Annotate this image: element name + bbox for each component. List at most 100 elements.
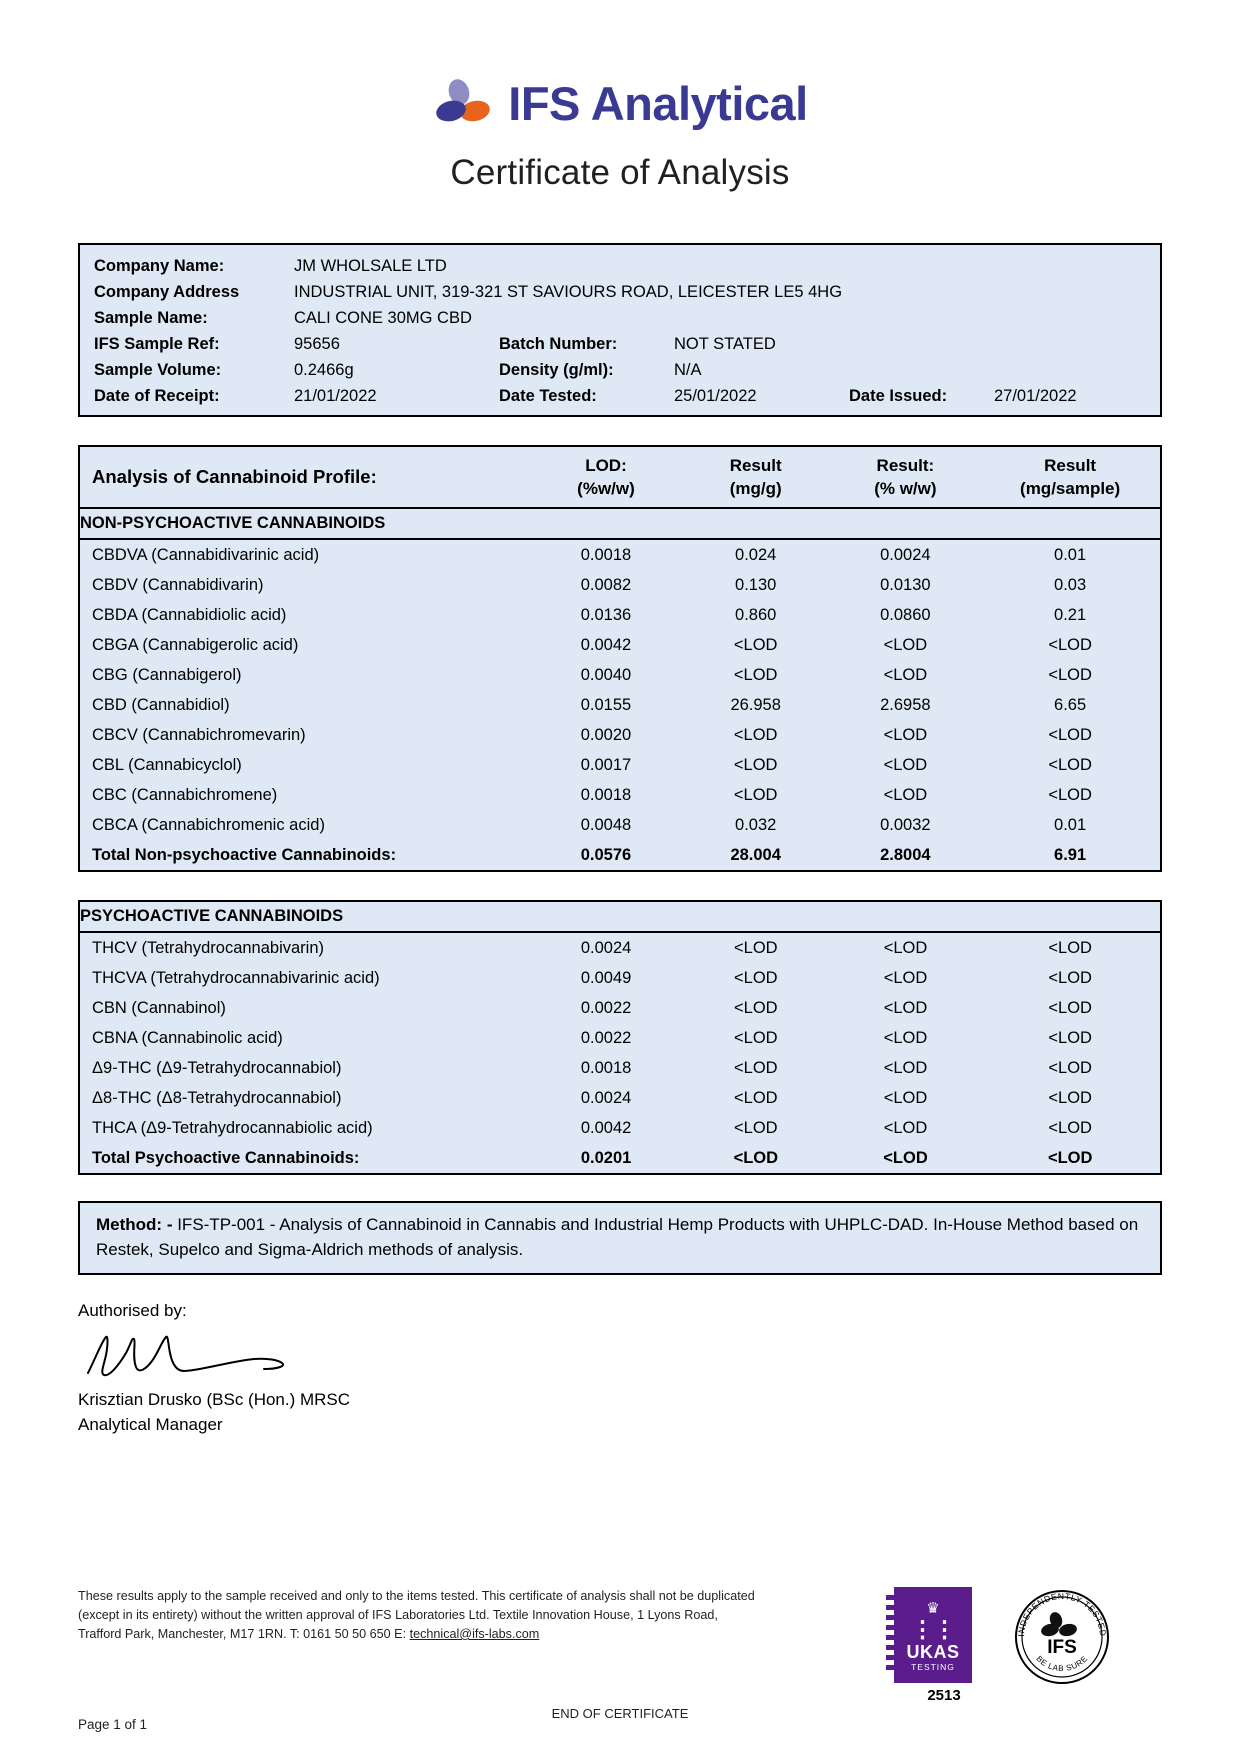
- table-row: CBG (Cannabigerol) 0.0040 <LOD <LOD <LOD: [80, 660, 1160, 690]
- psychoactive-results-block: PSYCHOACTIVE CANNABINOIDS THCV (Tetrahyd…: [78, 900, 1162, 1175]
- info-row-sample-volume: Sample Volume: 0.2466g Density (g/ml): N…: [80, 357, 1160, 383]
- crown-icon: ♛: [926, 1599, 940, 1617]
- date-issued-value: 27/01/2022: [994, 387, 1077, 405]
- total-label: Total Non-psychoactive Cannabinoids:: [92, 846, 397, 864]
- psychoactive-section-spacer-1: [531, 902, 681, 933]
- analyte-name: CBL (Cannabicyclol): [92, 756, 242, 774]
- column-header-pctww-line2: (% w/w): [874, 479, 937, 498]
- analyte-name: THCV (Tetrahydrocannabivarin): [92, 939, 325, 957]
- authorisation-block: Authorised by: Krisztian Drusko (BSc (Ho…: [78, 1301, 1162, 1437]
- company-name-value: JM WHOLSALE LTD: [294, 257, 447, 275]
- table-row: CBL (Cannabicyclol) 0.0017 <LOD <LOD <LOD: [80, 750, 1160, 780]
- analyte-mgsample: 0.01: [1054, 546, 1087, 564]
- info-row-company-name: Company Name: JM WHOLSALE LTD: [80, 253, 1160, 279]
- analyte-mgsample: <LOD: [1048, 1059, 1092, 1077]
- analyte-mgg: <LOD: [734, 999, 778, 1017]
- table-row: CBD (Cannabidiol) 0.0155 26.958 2.6958 6.65: [80, 690, 1160, 720]
- analyte-name: CBCV (Cannabichromevarin): [92, 726, 306, 744]
- ps-total-pctww: <LOD: [883, 1149, 928, 1167]
- analyte-lod: 0.0024: [580, 1089, 632, 1107]
- column-header-mgg: Result (mg/g): [680, 447, 831, 509]
- analyte-pctww: <LOD: [883, 1029, 928, 1047]
- analyte-mgsample: 6.65: [1054, 696, 1087, 714]
- ps-total-mgg: <LOD: [733, 1149, 779, 1167]
- analyte-mgsample: <LOD: [1048, 1089, 1092, 1107]
- analyte-lod: 0.0022: [580, 1029, 632, 1047]
- results-table-title: Analysis of Cannabinoid Profile:: [80, 447, 532, 509]
- column-header-pctww-line1: Result:: [876, 456, 935, 475]
- analyte-pctww: 0.0130: [880, 576, 931, 594]
- analyte-lod: 0.0018: [580, 1059, 632, 1077]
- analyte-lod: 0.0018: [580, 786, 632, 804]
- column-header-mgsample-line1: Result: [1044, 456, 1097, 475]
- analyte-mgsample: <LOD: [1048, 969, 1092, 987]
- signatory-role: Analytical Manager: [78, 1415, 223, 1434]
- column-header-pctww: Result: (% w/w): [830, 447, 981, 509]
- analyte-lod: 0.0042: [580, 636, 632, 654]
- psychoactive-section-label: PSYCHOACTIVE CANNABINOIDS: [80, 902, 532, 933]
- analyte-mgg: 0.032: [735, 816, 777, 834]
- analyte-mgsample: <LOD: [1048, 666, 1092, 684]
- date-tested-label: Date Tested:: [499, 387, 597, 405]
- analyte-pctww: <LOD: [883, 1089, 928, 1107]
- disclaimer-line-3-text: Trafford Park, Manchester, M17 1RN. T: 0…: [78, 1627, 410, 1641]
- authorised-by-label: Authorised by:: [78, 1301, 187, 1320]
- disclaimer-line-3: Trafford Park, Manchester, M17 1RN. T: 0…: [78, 1625, 755, 1644]
- analyte-pctww: 0.0860: [880, 606, 931, 624]
- analyte-mgsample: <LOD: [1048, 726, 1092, 744]
- psychoactive-section-spacer-4: [980, 902, 1160, 933]
- analyte-lod: 0.0049: [580, 969, 632, 987]
- analyte-lod: 0.0082: [580, 576, 632, 594]
- signatory-name: Krisztian Drusko (BSc (Hon.) MRSC: [78, 1390, 351, 1409]
- analyte-name: THCVA (Tetrahydrocannabivarinic acid): [92, 969, 380, 987]
- analyte-mgg: 0.024: [735, 546, 777, 564]
- analyte-pctww: 0.0032: [880, 816, 931, 834]
- analyte-mgg: <LOD: [734, 1029, 778, 1047]
- column-header-mgg-line1: Result: [729, 456, 782, 475]
- accreditation-logos: ♛ ⋮⋮ UKAS TESTING 2513: [886, 1587, 1162, 1704]
- column-header-mgg-line2: (mg/g): [729, 479, 782, 498]
- analyte-name: CBD (Cannabidiol): [92, 696, 230, 714]
- ifs-seal-icon: INDEPENDENTLY TESTED BE LAB SURE IFS: [1012, 1587, 1112, 1687]
- non-psychoactive-table: Analysis of Cannabinoid Profile: LOD: (%…: [80, 447, 1160, 870]
- table-row: THCA (Δ9-Tetrahydrocannabiolic acid) 0.00…: [80, 1113, 1160, 1143]
- density-label: Density (g/ml):: [499, 361, 614, 379]
- analyte-mgsample: <LOD: [1048, 786, 1092, 804]
- date-issued-label: Date Issued:: [849, 387, 948, 405]
- analyte-mgg: <LOD: [734, 939, 778, 957]
- ifs-pebbles-logo-icon: [432, 78, 494, 128]
- footer-main: These results apply to the sample receiv…: [78, 1587, 1162, 1704]
- sample-name-value: CALI CONE 30MG CBD: [294, 309, 472, 327]
- ifs-sample-ref-label: IFS Sample Ref:: [94, 335, 220, 353]
- analyte-lod: 0.0155: [580, 696, 632, 714]
- batch-number-value: NOT STATED: [674, 335, 776, 353]
- total-lod: 0.0576: [580, 846, 632, 864]
- analyte-mgsample: 0.21: [1054, 606, 1087, 624]
- section-header-psychoactive: PSYCHOACTIVE CANNABINOIDS: [80, 902, 1160, 933]
- analyte-lod: 0.0022: [580, 999, 632, 1017]
- psychoactive-section-spacer-2: [680, 902, 831, 933]
- date-tested-value: 25/01/2022: [674, 387, 757, 405]
- brand-header: IFS Analytical Certificate of Analysis: [0, 0, 1240, 193]
- company-address-label: Company Address: [94, 283, 240, 301]
- sample-volume-value: 0.2466g: [294, 361, 354, 379]
- contact-email-link[interactable]: technical@ifs-labs.com: [409, 1627, 540, 1641]
- ps-total-label: Total Psychoactive Cannabinoids:: [92, 1149, 360, 1167]
- non-psychoactive-rows: CBDVA (Cannabidivarinic acid) 0.0018 0.024…: [80, 539, 1160, 840]
- svg-text:IFS: IFS: [1047, 1637, 1077, 1658]
- analyte-pctww: <LOD: [883, 666, 928, 684]
- analyte-pctww: <LOD: [883, 726, 928, 744]
- density-value: N/A: [674, 361, 702, 379]
- page-footer: These results apply to the sample receiv…: [0, 1587, 1240, 1754]
- ukas-logo-wrap: ♛ ⋮⋮ UKAS TESTING 2513: [886, 1587, 994, 1704]
- end-of-certificate-marker: END OF CERTIFICATE: [551, 1706, 689, 1721]
- sample-info-block: Company Name: JM WHOLSALE LTD Company Ad…: [78, 243, 1162, 417]
- analyte-mgg: <LOD: [734, 969, 778, 987]
- analyte-lod: 0.0020: [580, 726, 632, 744]
- analyte-name: CBGA (Cannabigerolic acid): [92, 636, 299, 654]
- ukas-logo-icon: ♛ ⋮⋮ UKAS TESTING: [886, 1587, 972, 1683]
- disclaimer-line-2: (except in its entirety) without the wri…: [78, 1608, 718, 1622]
- analyte-pctww: 0.0024: [880, 546, 931, 564]
- analyte-mgg: 26.958: [730, 696, 781, 714]
- table-row: CBDV (Cannabidivarin) 0.0082 0.130 0.0130 0.…: [80, 570, 1160, 600]
